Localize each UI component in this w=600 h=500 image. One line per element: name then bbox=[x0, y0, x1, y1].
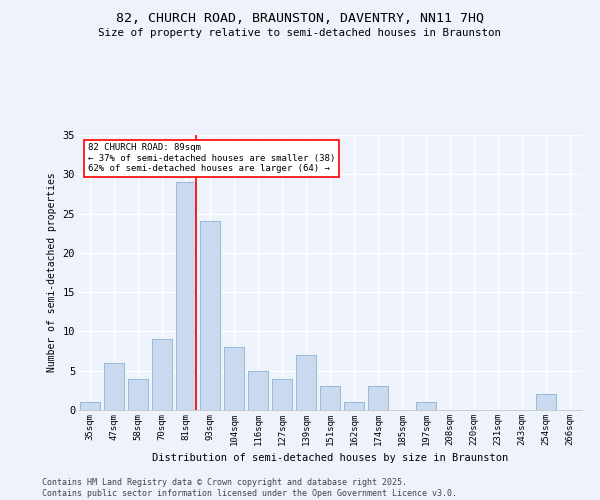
Bar bbox=[368, 386, 388, 410]
Bar bbox=[224, 347, 244, 410]
Text: 82, CHURCH ROAD, BRAUNSTON, DAVENTRY, NN11 7HQ: 82, CHURCH ROAD, BRAUNSTON, DAVENTRY, NN… bbox=[116, 12, 484, 26]
Text: 82 CHURCH ROAD: 89sqm
← 37% of semi-detached houses are smaller (38)
62% of semi: 82 CHURCH ROAD: 89sqm ← 37% of semi-deta… bbox=[88, 143, 335, 173]
Y-axis label: Number of semi-detached properties: Number of semi-detached properties bbox=[47, 172, 57, 372]
Bar bbox=[344, 402, 364, 410]
Bar bbox=[80, 402, 100, 410]
Bar bbox=[104, 363, 124, 410]
Bar bbox=[152, 340, 172, 410]
Bar bbox=[320, 386, 340, 410]
Bar bbox=[296, 355, 316, 410]
Bar bbox=[272, 378, 292, 410]
Bar bbox=[200, 222, 220, 410]
Bar bbox=[536, 394, 556, 410]
Bar bbox=[128, 378, 148, 410]
Text: Contains HM Land Registry data © Crown copyright and database right 2025.
Contai: Contains HM Land Registry data © Crown c… bbox=[42, 478, 457, 498]
X-axis label: Distribution of semi-detached houses by size in Braunston: Distribution of semi-detached houses by … bbox=[152, 454, 508, 464]
Bar bbox=[176, 182, 196, 410]
Bar bbox=[248, 370, 268, 410]
Text: Size of property relative to semi-detached houses in Braunston: Size of property relative to semi-detach… bbox=[98, 28, 502, 38]
Bar bbox=[416, 402, 436, 410]
